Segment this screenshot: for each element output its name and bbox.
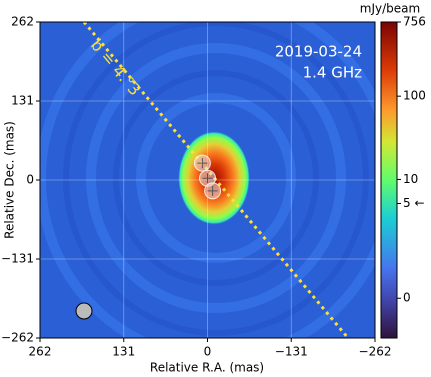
x-tick-label: 0 bbox=[204, 345, 212, 359]
y-tick-label: 131 bbox=[11, 94, 34, 108]
y-tick-label: −262 bbox=[1, 331, 34, 345]
y-tick-label: −131 bbox=[1, 252, 34, 266]
y-tick-label: 0 bbox=[26, 173, 34, 187]
frequency: 1.4 GHz bbox=[303, 64, 363, 82]
colorbar-tick-label: 5 ← bbox=[403, 196, 425, 210]
colorbar bbox=[380, 21, 398, 339]
colorbar-tick-label: 100 bbox=[403, 89, 426, 103]
component-cross bbox=[202, 173, 213, 184]
colorbar-tick-label: 0 bbox=[403, 291, 411, 305]
x-tick-label: −131 bbox=[275, 345, 308, 359]
colorbar-label: mJy/beam bbox=[360, 2, 420, 16]
x-axis-label: Relative R.A. (mas) bbox=[150, 361, 264, 375]
component-cross bbox=[197, 158, 208, 169]
x-tick-label: 131 bbox=[112, 345, 135, 359]
component-cross bbox=[207, 185, 218, 196]
map: b = 4.°3 2019-03-24 1.4 GHz bbox=[40, 22, 375, 338]
y-axis-label: Relative Dec. (mas) bbox=[3, 121, 17, 239]
x-tick-label: −262 bbox=[359, 345, 392, 359]
y-tick-label: 262 bbox=[11, 15, 34, 29]
colorbar-tick-label: 10 bbox=[403, 172, 418, 186]
x-tick-label: 262 bbox=[29, 345, 52, 359]
epoch: 2019-03-24 bbox=[275, 43, 362, 61]
colorbar-tick-label: 756 bbox=[403, 15, 426, 29]
